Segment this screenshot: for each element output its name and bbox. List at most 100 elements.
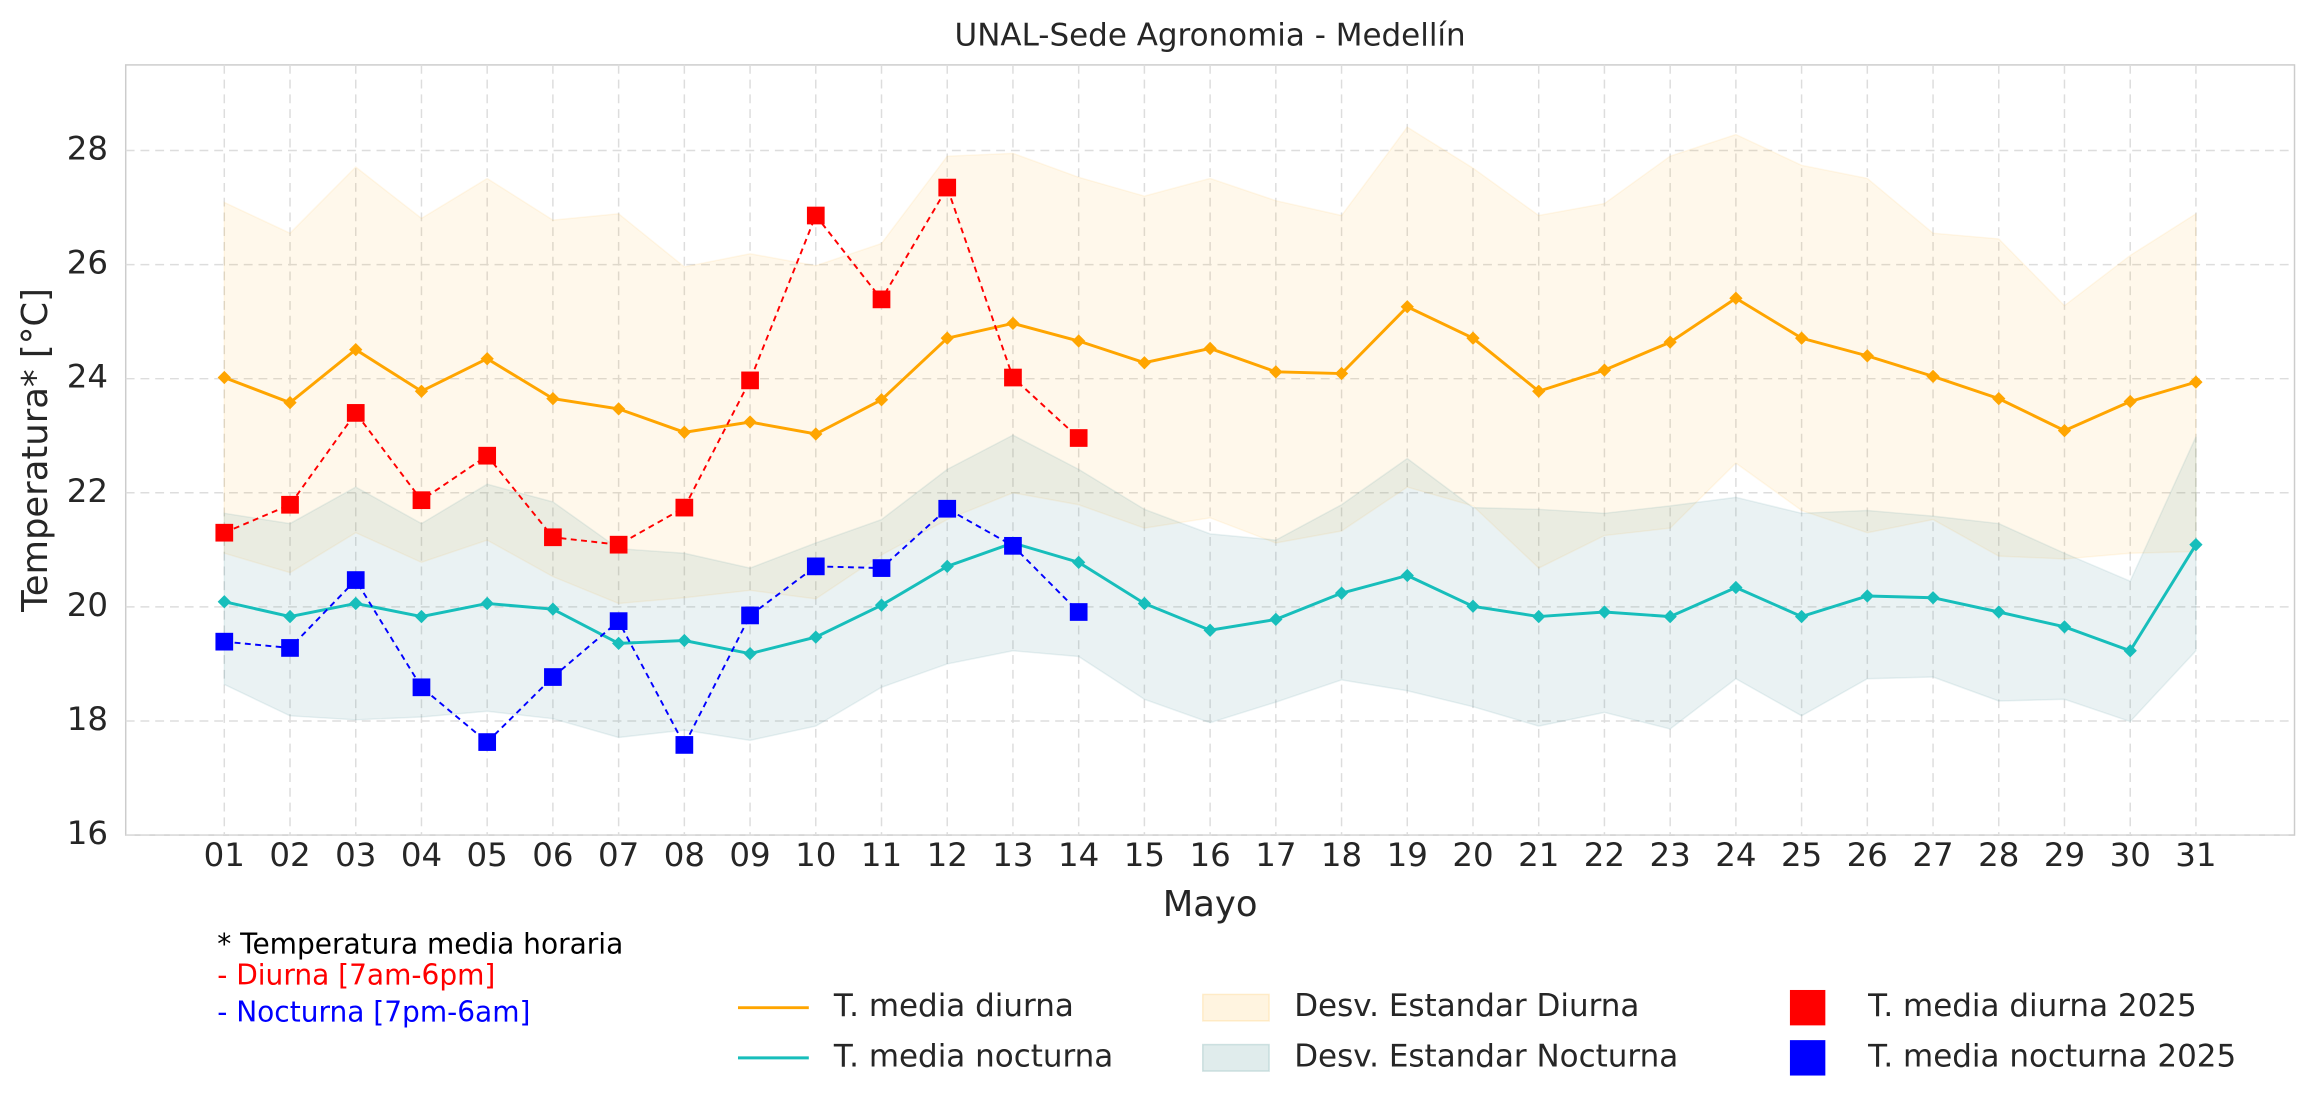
marker bbox=[546, 602, 560, 616]
marker bbox=[1072, 555, 1086, 570]
legend-marker bbox=[1789, 1040, 1826, 1076]
marker bbox=[1663, 335, 1677, 349]
marker bbox=[349, 596, 363, 611]
marker bbox=[940, 559, 954, 574]
x-tick-label: 21 bbox=[1518, 836, 1559, 874]
marker bbox=[283, 609, 297, 624]
marker bbox=[1400, 300, 1414, 314]
x-tick-label: 25 bbox=[1781, 836, 1822, 874]
marker bbox=[478, 446, 497, 465]
x-tick-label: 30 bbox=[2110, 836, 2151, 874]
marker bbox=[611, 402, 626, 416]
marker bbox=[2123, 644, 2137, 658]
marker bbox=[1137, 356, 1152, 370]
marker bbox=[1532, 384, 1546, 398]
x-tick-label: 28 bbox=[1978, 836, 2019, 874]
marker bbox=[1466, 331, 1480, 345]
marker bbox=[940, 331, 954, 345]
marker bbox=[806, 206, 825, 225]
marker bbox=[1004, 536, 1022, 555]
marker bbox=[1532, 609, 1546, 624]
y-tick-label: 26 bbox=[67, 244, 108, 282]
marker bbox=[1992, 605, 2006, 619]
x-tick-label: 05 bbox=[467, 836, 508, 874]
marker bbox=[809, 630, 823, 644]
marker bbox=[1004, 368, 1022, 387]
y-tick-label: 16 bbox=[67, 814, 108, 852]
x-tick-label: 31 bbox=[2175, 836, 2216, 874]
marker bbox=[1069, 429, 1088, 447]
marker bbox=[1069, 603, 1088, 621]
x-tick-label: 02 bbox=[269, 836, 310, 874]
y-tick-label: 28 bbox=[67, 129, 108, 167]
marker bbox=[414, 609, 429, 624]
marker bbox=[412, 491, 431, 510]
legend-label: Desv. Estandar Nocturna bbox=[1294, 1038, 1678, 1074]
marker bbox=[741, 606, 759, 625]
series-line bbox=[223, 185, 1080, 546]
marker bbox=[1400, 568, 1414, 583]
legend-marker bbox=[1789, 989, 1826, 1026]
marker bbox=[677, 633, 691, 648]
y-tick-label: 18 bbox=[67, 700, 108, 738]
x-tick-label: 13 bbox=[992, 836, 1033, 874]
legend-label: T. media nocturna bbox=[833, 1038, 1113, 1074]
x-tick-label: 08 bbox=[664, 836, 705, 874]
marker bbox=[1203, 623, 1217, 637]
marker bbox=[544, 528, 562, 547]
marker bbox=[1006, 316, 1020, 330]
marker bbox=[677, 425, 691, 439]
marker bbox=[1926, 591, 1940, 605]
legend-patch bbox=[1201, 993, 1270, 1022]
x-tick-label: 03 bbox=[335, 836, 376, 874]
footnote: - Nocturna [7pm-6am] bbox=[217, 996, 530, 1029]
footnote: * Temperatura media horaria bbox=[217, 928, 623, 961]
marker bbox=[609, 612, 628, 630]
marker bbox=[743, 647, 757, 661]
marker bbox=[1466, 599, 1480, 613]
marker bbox=[611, 636, 626, 651]
marker bbox=[809, 427, 823, 441]
y-tick-label: 22 bbox=[67, 472, 108, 510]
marker bbox=[675, 736, 694, 754]
marker bbox=[1269, 365, 1283, 379]
marker bbox=[872, 559, 891, 577]
marker bbox=[1794, 331, 1809, 345]
marker bbox=[675, 498, 694, 517]
x-tick-label: 11 bbox=[861, 836, 902, 874]
marker bbox=[1926, 369, 1940, 384]
std-band bbox=[223, 434, 2197, 742]
marker bbox=[1729, 580, 1743, 595]
x-tick-label: 10 bbox=[795, 836, 836, 874]
marker bbox=[2057, 423, 2072, 438]
chart-title: UNAL-Sede Agronomia - Medellín bbox=[955, 17, 1466, 53]
marker bbox=[1137, 596, 1152, 611]
marker bbox=[1663, 609, 1677, 624]
marker bbox=[2123, 394, 2137, 409]
legend-label: T. media diurna bbox=[833, 988, 1074, 1024]
marker bbox=[2057, 620, 2072, 634]
marker bbox=[609, 535, 628, 554]
legend-patch bbox=[1201, 1043, 1270, 1072]
series-line bbox=[224, 507, 1080, 748]
marker bbox=[544, 668, 562, 686]
marker bbox=[938, 499, 957, 518]
marker bbox=[743, 415, 757, 429]
x-tick-label: 04 bbox=[401, 836, 442, 874]
marker bbox=[281, 639, 299, 657]
x-tick-label: 16 bbox=[1189, 836, 1230, 874]
marker bbox=[480, 352, 494, 366]
marker bbox=[1334, 586, 1349, 600]
marker bbox=[1860, 349, 1874, 363]
marker bbox=[283, 395, 297, 410]
y-tick-label: 20 bbox=[67, 586, 108, 624]
marker bbox=[281, 495, 299, 514]
marker bbox=[215, 523, 234, 542]
marker bbox=[346, 404, 365, 422]
marker bbox=[412, 678, 431, 697]
x-tick-label: 29 bbox=[2044, 836, 2085, 874]
marker bbox=[1992, 392, 2006, 406]
marker bbox=[741, 371, 759, 390]
x-tick-label: 26 bbox=[1847, 836, 1888, 874]
